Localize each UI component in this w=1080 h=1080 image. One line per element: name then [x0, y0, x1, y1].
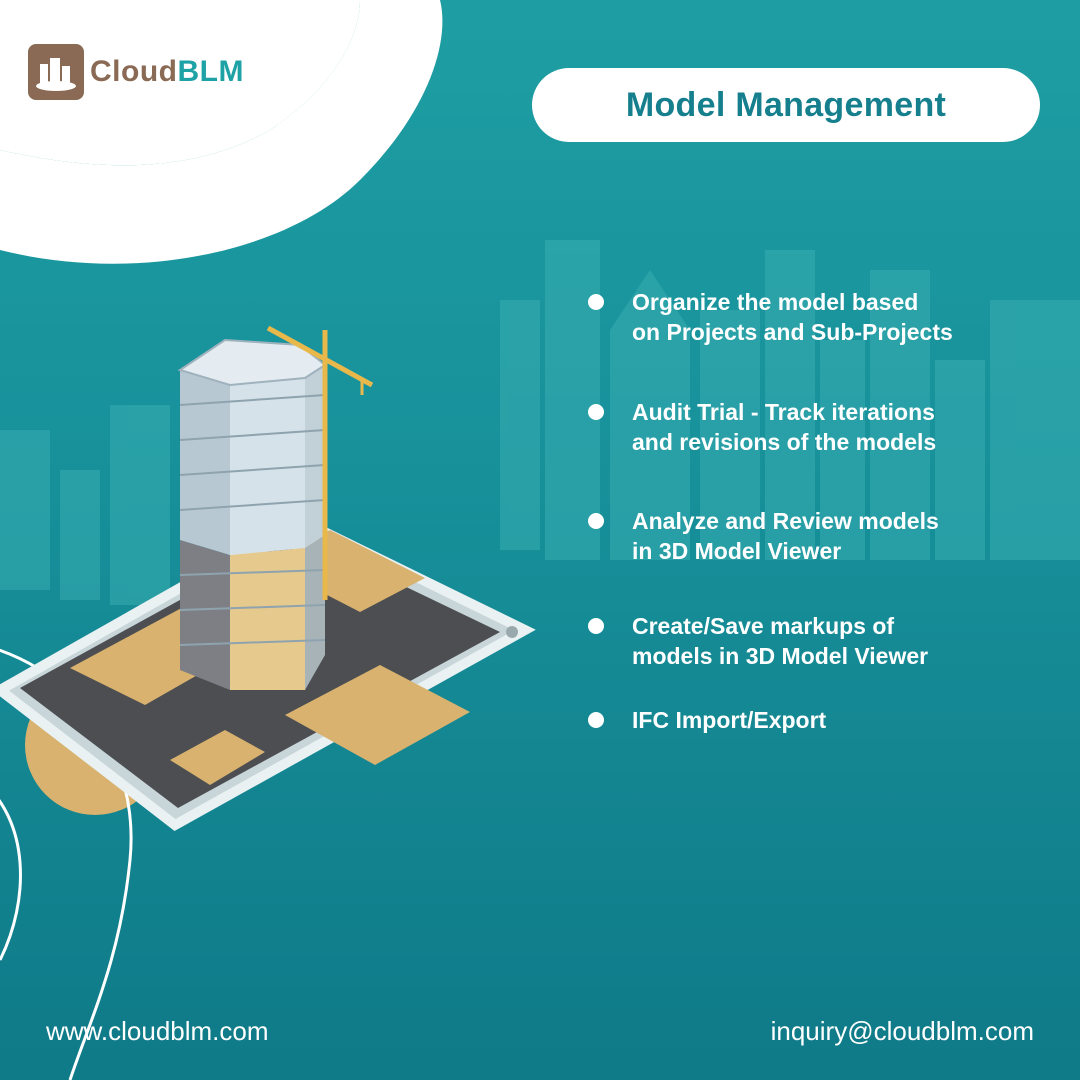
bullet-icon [588, 294, 604, 310]
outline-arc-2 [0, 799, 22, 961]
feature-line-2: and revisions of the models [632, 429, 937, 455]
feature-item: Analyze and Review models in 3D Model Vi… [588, 506, 1058, 566]
skyline-silhouette [0, 240, 1080, 605]
feature-text: IFC Import/Export [632, 705, 1052, 735]
email-link[interactable]: inquiry@cloudblm.com [770, 1016, 1034, 1046]
feature-line-1: IFC Import/Export [632, 707, 827, 733]
feature-text: Analyze and Review models in 3D Model Vi… [632, 506, 1052, 566]
page-title: Model Management [625, 85, 947, 124]
feature-line-2: models in 3D Model Viewer [632, 643, 929, 669]
feature-line-1: Analyze and Review models [632, 508, 939, 534]
bullet-icon [588, 618, 604, 634]
title-pill: Model Management [532, 68, 1040, 142]
white-arc [0, 0, 443, 264]
feature-line-1: Create/Save markups of [632, 613, 895, 639]
feature-item: Create/Save markups of models in 3D Mode… [588, 611, 1058, 671]
tower-illustration [177, 325, 374, 690]
feature-text: Create/Save markups of models in 3D Mode… [632, 611, 1052, 671]
brand-name-part2: BLM [177, 55, 244, 88]
bullet-icon [588, 712, 604, 728]
website-link[interactable]: www.cloudblm.com [46, 1016, 269, 1046]
feature-text: Audit Trial - Track iterations and revis… [632, 397, 1052, 457]
bullet-icon [588, 404, 604, 420]
cloud-buildings-icon [28, 44, 84, 100]
feature-text: Organize the model based on Projects and… [632, 287, 1052, 347]
feature-item: Audit Trial - Track iterations and revis… [588, 397, 1058, 457]
bullet-icon [588, 513, 604, 529]
brand-name: CloudBLM [90, 55, 244, 89]
feature-item: Organize the model based on Projects and… [588, 287, 1058, 347]
brand-logo[interactable]: CloudBLM [28, 44, 244, 100]
feature-line-1: Audit Trial - Track iterations [632, 399, 935, 425]
feature-line-1: Organize the model based [632, 289, 919, 315]
feature-line-2: in 3D Model Viewer [632, 538, 842, 564]
feature-item: IFC Import/Export [588, 705, 1058, 735]
brand-name-part1: Cloud [90, 55, 178, 88]
feature-line-2: on Projects and Sub-Projects [632, 319, 953, 345]
